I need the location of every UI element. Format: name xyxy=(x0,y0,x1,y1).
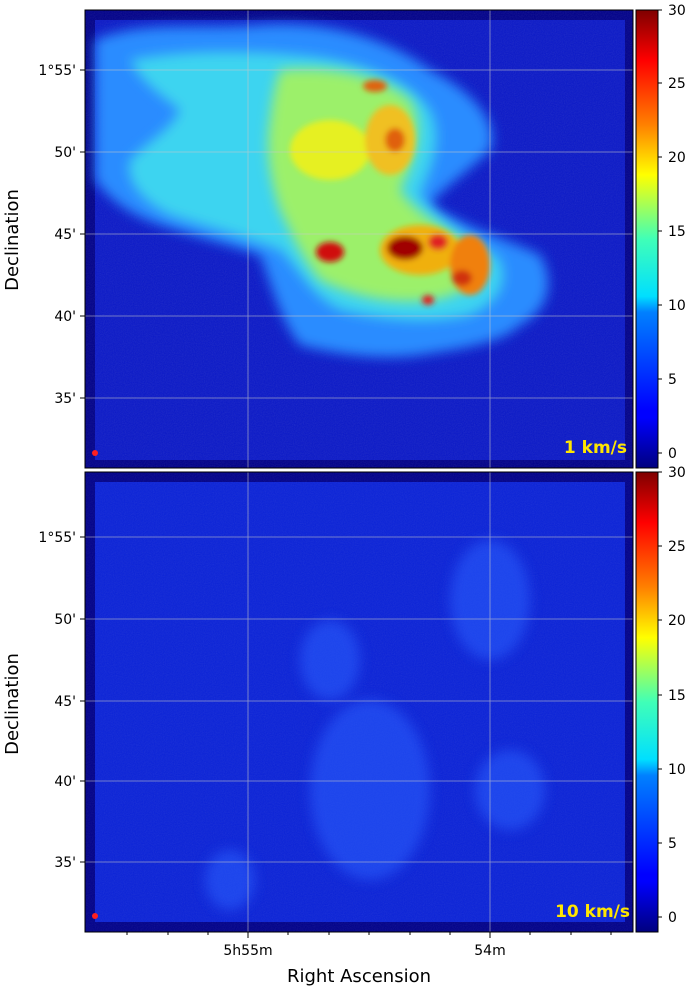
top-velocity-label: 1 km/s xyxy=(564,438,627,458)
bottom-grid xyxy=(85,472,633,932)
top-y-axis-title: Declination xyxy=(2,189,23,291)
bottom-map-panel: 1°55' 50' 45' 40' 35' 5h55m 54m Declinat… xyxy=(2,471,634,987)
top-map-emission xyxy=(85,10,633,468)
top-colorbar-gradient xyxy=(635,9,659,469)
bottom-x-ticks xyxy=(126,932,612,938)
top-map-panel: 1°55' 50' 45' 40' 35' Declination 1 km/s xyxy=(2,9,634,469)
top-y-tick-label: 40' xyxy=(54,309,76,325)
bottom-colorbar-tick: 25 xyxy=(668,539,686,555)
top-grid xyxy=(85,10,633,468)
top-colorbar: 30 25 20 15 10 5 0 xyxy=(635,3,686,469)
bottom-colorbar-tick: 20 xyxy=(668,613,686,629)
bottom-faint-emission xyxy=(205,540,545,910)
bottom-y-axis-title: Declination xyxy=(2,653,23,755)
bottom-colorbar-tick: 30 xyxy=(668,465,686,481)
top-panel-frame xyxy=(84,9,634,469)
top-colorbar-tick: 25 xyxy=(668,76,686,92)
bottom-colorbar-tick: 0 xyxy=(668,910,677,926)
top-y-ticks xyxy=(80,69,85,399)
top-y-tick-label: 45' xyxy=(54,227,76,243)
bottom-colorbar-gradient xyxy=(635,471,659,933)
bottom-panel-frame xyxy=(84,471,634,933)
top-y-tick-label: 1°55' xyxy=(38,63,76,79)
top-y-tick-label: 35' xyxy=(54,391,76,407)
top-colorbar-tick: 10 xyxy=(668,298,686,314)
bottom-map-emission xyxy=(85,472,633,932)
bottom-velocity-label: 10 km/s xyxy=(555,902,630,922)
top-colorbar-tick: 15 xyxy=(668,224,686,240)
bottom-y-tick-label: 50' xyxy=(54,612,76,628)
x-axis-title: Right Ascension xyxy=(287,966,431,987)
top-y-tick-label: 50' xyxy=(54,145,76,161)
bottom-x-tick-label: 5h55m xyxy=(223,943,272,959)
top-colorbar-tick: 30 xyxy=(668,3,686,19)
bottom-y-tick-label: 45' xyxy=(54,694,76,710)
bottom-x-tick-label: 54m xyxy=(474,943,505,959)
bottom-colorbar: 30 25 20 15 10 5 0 xyxy=(635,465,686,933)
bottom-beam-marker xyxy=(92,913,98,919)
bottom-y-tick-label: 1°55' xyxy=(38,530,76,546)
bottom-y-ticks xyxy=(80,536,85,863)
top-cloud-peaks xyxy=(290,80,490,305)
bottom-colorbar-tick: 5 xyxy=(668,836,677,852)
top-colorbar-tick: 5 xyxy=(668,372,677,388)
bottom-y-tick-label: 35' xyxy=(54,855,76,871)
bottom-colorbar-tick: 10 xyxy=(668,762,686,778)
top-colorbar-tick: 20 xyxy=(668,150,686,166)
top-colorbar-tick: 0 xyxy=(668,446,677,462)
bottom-colorbar-tick: 15 xyxy=(668,688,686,704)
bottom-y-tick-label: 40' xyxy=(54,774,76,790)
top-beam-marker xyxy=(92,450,98,456)
